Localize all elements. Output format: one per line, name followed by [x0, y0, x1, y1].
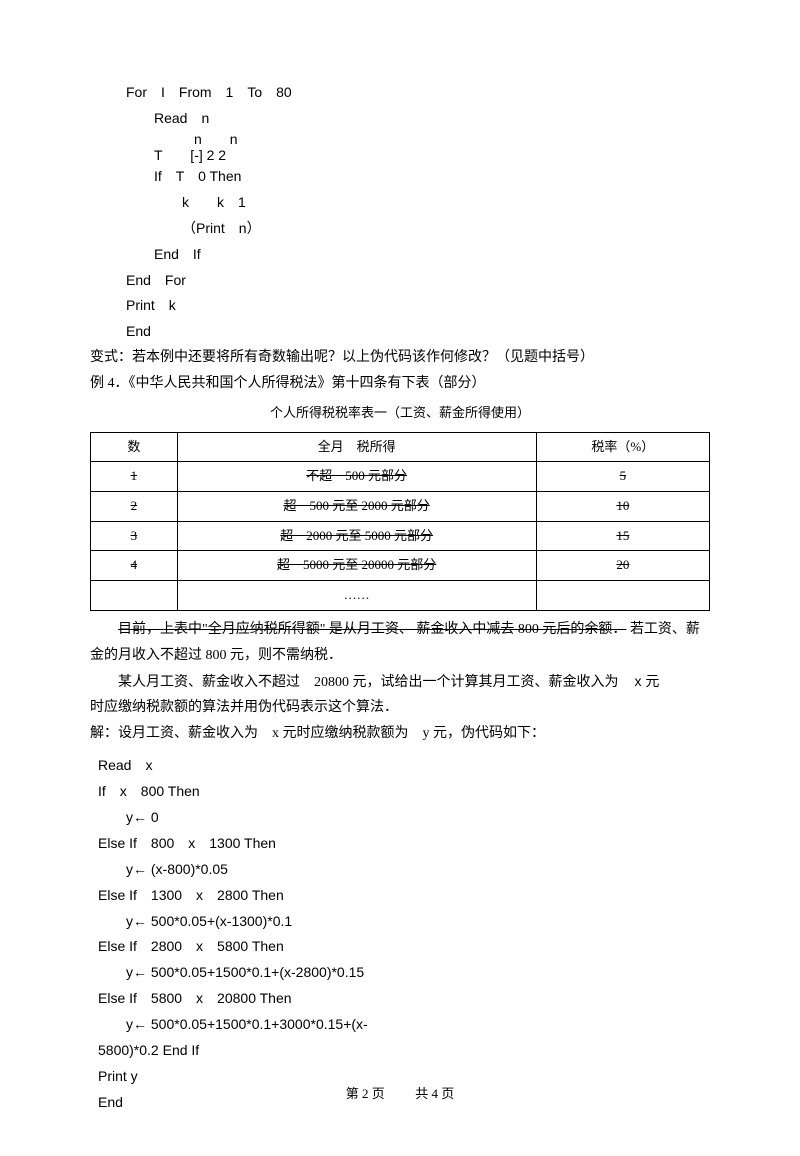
code-line: If x 800 Then: [98, 779, 710, 805]
table-header: 全月 税所得: [177, 432, 536, 462]
code-line: If T 0 Then: [98, 164, 710, 190]
table-row: 2 超 500 元至 2000 元部分 10: [91, 492, 710, 522]
tax-table: 数 全月 税所得 税率（%） 1 不超 500 元部分 5 2 超 500 元至…: [90, 432, 710, 611]
page-number: 第 2 页: [346, 1086, 385, 1101]
pseudocode-block-2: Read x If x 800 Then y← 0 Else If 800 x …: [90, 753, 710, 1115]
table-cell: 1: [91, 462, 178, 492]
table-row: ……: [91, 581, 710, 611]
paragraph: 目前，上表中"全月应纳税所得额" 是从月工资、 薪金收入中减去 800 元后的余…: [90, 617, 710, 669]
table-row: 1 不超 500 元部分 5: [91, 462, 710, 492]
solution-intro: 解：设月工资、薪金收入为 x 元时应缴纳税款额为 y 元，伪代码如下：: [90, 721, 710, 747]
table-cell: 4: [91, 551, 178, 581]
table-cell: 10: [536, 492, 709, 522]
code-line: Read n: [98, 106, 710, 132]
code-line: Read x: [98, 753, 710, 779]
code-line: Print k: [98, 293, 710, 319]
code-line: End For: [98, 268, 710, 294]
table-cell: ……: [177, 581, 536, 611]
paragraph: 某人月工资、薪金收入不超过 20800 元，试给出一个计算其月工资、薪金收入为 x…: [90, 669, 710, 696]
pseudocode-block-1: For I From 1 To 80 Read n n n T [-] 2 2 …: [90, 80, 710, 345]
code-line: 5800)*0.2 End If: [98, 1038, 710, 1064]
code-line: y← 500*0.05+1500*0.1+3000*0.15+(x-: [98, 1012, 710, 1038]
code-line: End: [98, 319, 710, 345]
table-cell: 20: [536, 551, 709, 581]
strike-text: 目前，上表中"全月应纳税所得额" 是从月工资、 薪金收入中减去 800 元后的余…: [118, 622, 626, 637]
code-line: （Print n）: [98, 216, 710, 242]
table-cell: 15: [536, 521, 709, 551]
code-line: k k 1: [98, 190, 710, 216]
table-cell: 5: [536, 462, 709, 492]
code-line: n n: [98, 132, 710, 147]
table-caption: 个人所得税税率表一（工资、薪金所得使用）: [90, 401, 710, 426]
code-line: For I From 1 To 80: [98, 80, 710, 106]
code-line: T [-] 2 2: [98, 147, 710, 164]
table-cell: [536, 581, 709, 611]
table-cell: 超 2000 元至 5000 元部分: [177, 521, 536, 551]
table-cell: 2: [91, 492, 178, 522]
table-cell: 超 500 元至 2000 元部分: [177, 492, 536, 522]
code-line: y← 0: [98, 805, 710, 831]
code-line: Else If 1300 x 2800 Then: [98, 883, 710, 909]
code-line: End If: [98, 242, 710, 268]
variable-x: x 元: [635, 673, 660, 689]
table-header: 税率（%）: [536, 432, 709, 462]
code-line: Else If 800 x 1300 Then: [98, 831, 710, 857]
table-header: 数: [91, 432, 178, 462]
code-line: y← (x-800)*0.05: [98, 857, 710, 883]
code-line: y← 500*0.05+1500*0.1+(x-2800)*0.15: [98, 960, 710, 986]
table-row: 4 超 5000 元至 20000 元部分 20: [91, 551, 710, 581]
plain-text: 某人月工资、薪金收入不超过 20800 元，试给出一个计算其月工资、薪金收入为: [118, 675, 619, 690]
page-footer: 第 2 页 共 4 页: [0, 1083, 800, 1102]
example-4-title: 例 4．《中华人民共和国个人所得税法》第十四条有下表（部分）: [90, 371, 710, 397]
table-cell: 3: [91, 521, 178, 551]
table-cell: 不超 500 元部分: [177, 462, 536, 492]
table-row: 3 超 2000 元至 5000 元部分 15: [91, 521, 710, 551]
variant-text: 变式：若本例中还要将所有奇数输出呢？以上伪代码该作何修改？（见题中括号）: [90, 345, 710, 371]
code-line: y← 500*0.05+(x-1300)*0.1: [98, 909, 710, 935]
paragraph: 时应缴纳税款额的算法并用伪代码表示这个算法．: [90, 695, 710, 721]
code-line: Else If 2800 x 5800 Then: [98, 934, 710, 960]
page-total: 共 4 页: [415, 1086, 454, 1101]
table-cell: 超 5000 元至 20000 元部分: [177, 551, 536, 581]
code-line: Else If 5800 x 20800 Then: [98, 986, 710, 1012]
table-cell: [91, 581, 178, 611]
